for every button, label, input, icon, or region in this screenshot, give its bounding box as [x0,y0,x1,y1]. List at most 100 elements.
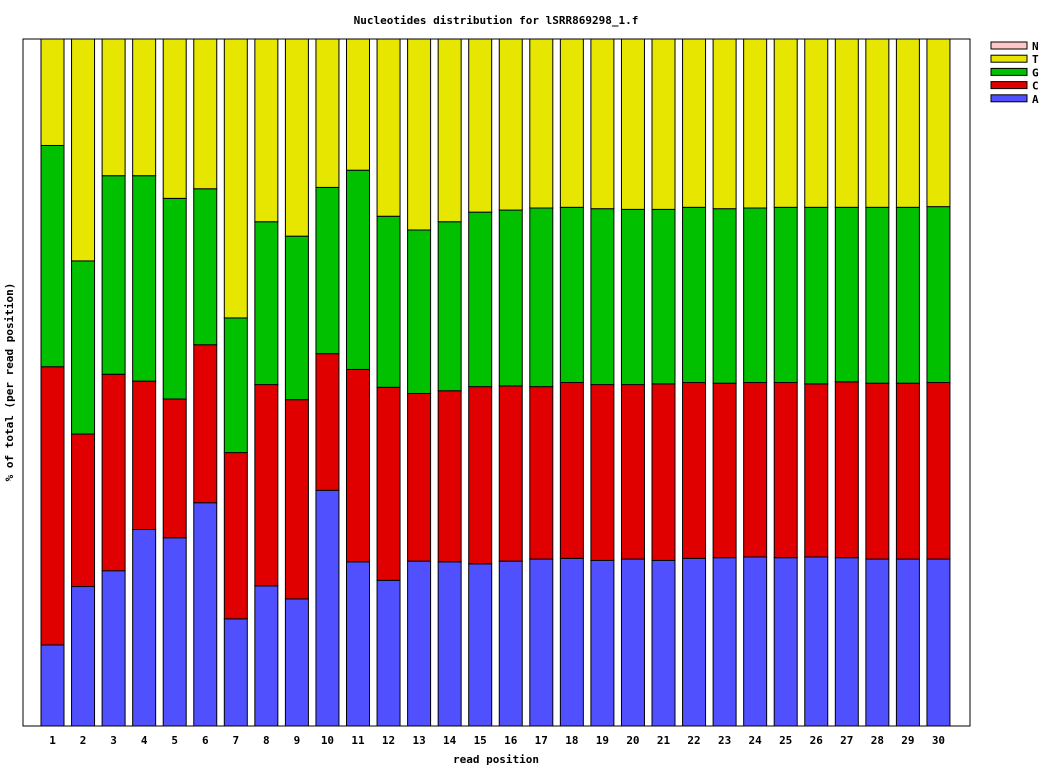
bar-segment-A-pos-9 [284,598,309,727]
x-axis-label: read position [453,753,539,766]
bar-segment-A-pos-5 [162,537,187,727]
bar-segment-C-pos-1 [40,366,65,646]
bar-segment-G-pos-3 [101,175,126,375]
bar-segment-C-pos-28 [865,382,890,560]
bar-segment-T-pos-18 [559,38,584,208]
bar-segment-A-pos-20 [620,558,645,727]
x-tick-label: 11 [351,734,365,747]
bar-segment-A-pos-4 [132,529,157,727]
bar-segment-T-pos-21 [651,38,676,210]
x-tick-label: 18 [565,734,578,747]
bar-segment-C-pos-14 [437,390,462,563]
bar-segment-T-pos-1 [40,38,65,146]
bar-segment-T-pos-3 [101,38,126,177]
bar-segment-T-pos-25 [773,38,798,208]
bar-segment-A-pos-21 [651,559,676,727]
bar-segment-A-pos-26 [804,556,829,727]
bar-segment-T-pos-13 [407,38,432,231]
x-tick-label: 20 [626,734,639,747]
x-tick-label: 25 [779,734,792,747]
x-tick-label: 14 [443,734,457,747]
bar-segment-A-pos-18 [559,557,584,727]
bar-segment-A-pos-28 [865,558,890,727]
x-tick-label: 29 [901,734,914,747]
bar-segment-T-pos-20 [620,38,645,210]
bar-segment-A-pos-10 [315,489,340,727]
x-tick-label: 5 [171,734,178,747]
bar-segment-G-pos-5 [162,197,187,400]
bar-segment-A-pos-25 [773,557,798,727]
bar-segment-T-pos-26 [804,38,829,208]
bar-segment-C-pos-11 [346,368,370,563]
bar-segment-T-pos-24 [743,38,768,209]
bar-segment-C-pos-15 [468,386,493,565]
x-tick-label: 4 [141,734,148,747]
bar-segment-G-pos-8 [254,221,279,386]
bar-segment-T-pos-30 [926,38,951,208]
bar-segment-C-pos-27 [834,381,859,559]
bar-segment-C-pos-2 [71,433,96,588]
legend-label-N: N [1032,40,1039,53]
bar-segment-G-pos-1 [40,144,65,368]
bar-segment-C-pos-20 [620,384,645,560]
bar-segment-A-pos-30 [926,558,951,727]
x-tick-label: 15 [474,734,487,747]
bar-segment-G-pos-25 [773,206,798,383]
bar-segment-G-pos-21 [651,208,676,385]
bar-segment-G-pos-9 [284,235,309,401]
legend-swatch-C [990,81,1028,90]
bar-segment-C-pos-29 [895,382,920,560]
bar-segment-G-pos-6 [193,188,218,346]
bar-segment-G-pos-4 [132,175,157,382]
x-tick-label: 26 [810,734,824,747]
bar-segment-C-pos-6 [193,344,218,504]
bar-segment-C-pos-17 [529,386,554,560]
bar-segment-G-pos-2 [71,260,96,435]
bar-segment-T-pos-22 [682,38,707,208]
bar-segment-T-pos-2 [71,38,96,262]
bar-segment-C-pos-8 [254,384,279,587]
bar-segment-A-pos-24 [743,556,768,727]
x-tick-label: 23 [718,734,731,747]
bar-segment-T-pos-8 [254,38,279,223]
bar-segment-A-pos-12 [376,579,401,727]
bar-segment-A-pos-1 [40,644,65,727]
bar-segment-G-pos-26 [804,206,829,385]
bar-segment-G-pos-27 [834,206,859,383]
bar-segment-C-pos-22 [682,382,707,559]
bar-segment-G-pos-15 [468,211,493,388]
x-tick-label: 9 [294,734,301,747]
chart-title: Nucleotides distribution for lSRR869298_… [354,14,639,27]
x-tick-label: 2 [80,734,87,747]
bar-segment-G-pos-10 [315,186,340,355]
x-tick-label: 16 [504,734,518,747]
bar-segment-C-pos-26 [804,383,829,558]
x-tick-labels: 1 2 3 4 5 6 7 8 9 10 11 12 13 14 15 16 17 18 19 20 21 22 23 24 2… [49,734,945,747]
bar-segment-A-pos-15 [468,563,493,727]
bar-segment-C-pos-5 [162,398,187,539]
bar-segment-T-pos-5 [162,38,187,199]
bar-segment-C-pos-18 [559,382,584,559]
bar-segment-T-pos-28 [865,38,890,208]
x-tick-label: 10 [321,734,334,747]
bar-segment-T-pos-15 [468,38,493,213]
legend-label-G: G [1032,66,1039,79]
bar-segment-C-pos-10 [315,353,340,491]
bar-segment-G-pos-13 [407,229,432,394]
bar-segment-G-pos-20 [620,208,645,386]
legend-swatch-G [990,67,1028,76]
bar-segment-T-pos-6 [193,38,218,190]
bar-segment-A-pos-6 [193,502,218,727]
bar-segment-A-pos-22 [682,557,707,727]
bar-segment-T-pos-14 [437,38,462,223]
bar-segment-G-pos-14 [437,221,462,392]
bar-stack-group [40,38,951,727]
bar-segment-A-pos-16 [498,560,523,727]
x-tick-label: 13 [412,734,425,747]
bar-segment-C-pos-24 [743,382,768,558]
legend-swatch-A [990,94,1028,103]
bar-segment-G-pos-12 [376,215,401,388]
bar-segment-T-pos-4 [132,38,157,177]
